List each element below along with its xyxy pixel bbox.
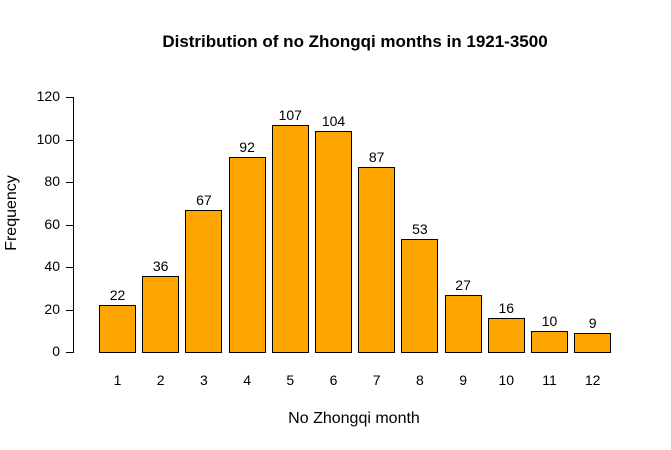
x-tick-label: 4 [243,372,251,388]
bar-value-label: 53 [412,221,428,238]
bar [99,305,136,353]
y-tick-label: 0 [52,343,60,359]
bar-value-label: 10 [541,312,558,329]
y-tick-label: 60 [44,215,60,232]
bar-value-label: 107 [278,106,302,123]
chart-title: Distribution of no Zhongqi months in 192… [162,32,548,51]
bar [271,124,309,353]
x-tick-label: 5 [286,372,295,388]
y-tick [66,224,73,226]
bar-value-label: 27 [455,276,471,293]
y-tick-label: 40 [44,258,60,274]
bar [401,239,439,353]
y-tick-label: 100 [36,130,60,147]
y-tick [66,139,73,141]
y-tick [66,352,73,353]
y-tick-label: 80 [44,173,60,189]
bar [444,294,482,353]
x-tick-label: 9 [459,372,467,388]
bar-value-label: 87 [368,149,385,166]
bar [358,167,396,353]
y-tick [66,97,73,98]
x-tick-label: 8 [415,372,424,388]
y-tick [66,182,73,183]
bar [574,332,612,353]
bar-value-label: 36 [152,257,169,274]
y-tick [66,309,73,311]
bar [487,318,525,353]
bar-value-label: 92 [239,138,255,155]
x-tick-label: 12 [584,372,601,388]
bar-value-label: 67 [196,191,212,208]
bar-value-label: 22 [109,287,126,304]
x-tick-label: 11 [542,372,557,388]
bar [228,156,266,353]
x-axis-label: No Zhongqi month [288,410,420,427]
y-tick [66,267,73,268]
x-tick-label: 6 [329,372,338,388]
bar [531,330,568,353]
x-tick-label: 1 [113,372,122,388]
bar-value-label: 9 [588,314,597,331]
bar [142,275,180,353]
y-tick-label: 20 [44,300,60,317]
bar [315,131,352,353]
bar-value-label: 16 [498,300,515,316]
y-axis-line [73,97,74,353]
bar [185,209,223,353]
y-axis-label: Frequency [3,175,20,251]
y-tick-label: 120 [36,88,60,104]
x-tick-label: 10 [498,372,515,388]
x-tick-label: 3 [199,372,208,388]
bar-value-label: 104 [321,113,346,129]
x-tick-label: 2 [156,372,165,388]
x-tick-label: 7 [372,372,381,388]
